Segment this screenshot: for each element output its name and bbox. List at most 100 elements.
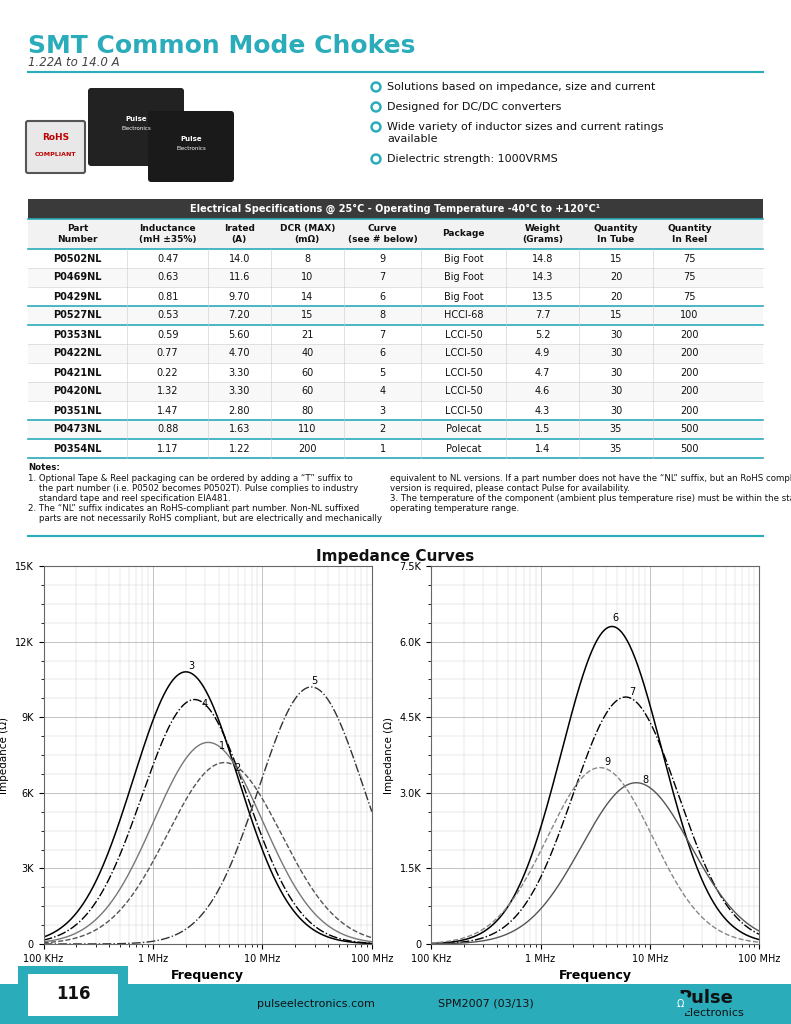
- Text: Dielectric strength: 1000VRMS: Dielectric strength: 1000VRMS: [387, 154, 558, 164]
- Bar: [28, 420, 763, 439]
- Text: 0.53: 0.53: [157, 310, 179, 321]
- Text: Quantity
In Reel: Quantity In Reel: [667, 224, 712, 244]
- Bar: [0, 984, 791, 1024]
- Text: P0422NL: P0422NL: [53, 348, 102, 358]
- Bar: [28, 287, 763, 306]
- Text: Electronics: Electronics: [121, 127, 151, 131]
- Text: 4.7: 4.7: [535, 368, 551, 378]
- Circle shape: [371, 122, 381, 132]
- Text: P0351NL: P0351NL: [53, 406, 102, 416]
- Text: 8: 8: [642, 775, 649, 784]
- Circle shape: [371, 82, 381, 92]
- Text: Electronics: Electronics: [176, 145, 206, 151]
- Text: Electronics: Electronics: [683, 1008, 744, 1018]
- Text: 35: 35: [610, 425, 623, 434]
- Y-axis label: Impedance (Ω): Impedance (Ω): [384, 717, 394, 794]
- Circle shape: [373, 104, 379, 110]
- Text: Pulse: Pulse: [679, 989, 733, 1007]
- Y-axis label: Impedance (Ω): Impedance (Ω): [0, 717, 9, 794]
- Text: 4.9: 4.9: [535, 348, 550, 358]
- Circle shape: [373, 157, 379, 162]
- Text: Pulse: Pulse: [180, 136, 202, 142]
- Text: 30: 30: [610, 330, 623, 340]
- Text: operating temperature range.: operating temperature range.: [390, 504, 519, 513]
- Text: 6: 6: [612, 613, 618, 624]
- Text: 3.30: 3.30: [229, 368, 250, 378]
- Text: 2: 2: [380, 425, 386, 434]
- Text: 75: 75: [683, 272, 696, 283]
- Text: the part number (i.e. P0502 becomes P0502T). Pulse complies to industry: the part number (i.e. P0502 becomes P050…: [28, 484, 358, 493]
- Text: 9: 9: [604, 757, 610, 767]
- Text: 13.5: 13.5: [532, 292, 553, 301]
- FancyBboxPatch shape: [26, 121, 85, 173]
- Text: Big Foot: Big Foot: [444, 272, 483, 283]
- Text: 4: 4: [380, 386, 386, 396]
- Text: Ω: Ω: [676, 999, 683, 1009]
- Text: 0.59: 0.59: [157, 330, 179, 340]
- Text: 5: 5: [312, 677, 317, 686]
- Text: LCCI-50: LCCI-50: [445, 386, 483, 396]
- Bar: [28, 382, 763, 401]
- Text: 1.4: 1.4: [535, 443, 550, 454]
- Circle shape: [373, 125, 379, 129]
- Text: 20: 20: [610, 272, 623, 283]
- Text: 3: 3: [380, 406, 386, 416]
- Text: 7: 7: [380, 272, 386, 283]
- Text: 500: 500: [680, 425, 698, 434]
- Text: 100: 100: [680, 310, 698, 321]
- Text: 14.3: 14.3: [532, 272, 553, 283]
- Text: Impedance Curves: Impedance Curves: [316, 549, 475, 564]
- Bar: [18, 966, 128, 1024]
- Text: 15: 15: [610, 310, 623, 321]
- Text: pulseelectronics.com: pulseelectronics.com: [256, 999, 374, 1009]
- Text: 0.63: 0.63: [157, 272, 178, 283]
- Text: Big Foot: Big Foot: [444, 254, 483, 263]
- Text: parts are not necessarily RoHS compliant, but are electrically and mechanically: parts are not necessarily RoHS compliant…: [28, 514, 382, 523]
- Text: Solutions based on impedance, size and current: Solutions based on impedance, size and c…: [387, 82, 656, 92]
- Text: 30: 30: [610, 386, 623, 396]
- Text: Electrical Specifications @ 25°C - Operating Temperature -40°C to +120°C¹: Electrical Specifications @ 25°C - Opera…: [191, 204, 600, 214]
- Text: 1.5: 1.5: [535, 425, 551, 434]
- Text: LCCI-50: LCCI-50: [445, 330, 483, 340]
- Text: 8: 8: [305, 254, 310, 263]
- Text: 0.81: 0.81: [157, 292, 178, 301]
- Text: Pulse: Pulse: [125, 116, 147, 122]
- Text: 7.20: 7.20: [229, 310, 250, 321]
- Text: 14: 14: [301, 292, 313, 301]
- Text: 110: 110: [298, 425, 316, 434]
- Text: SPM2007 (03/13): SPM2007 (03/13): [437, 999, 533, 1009]
- Text: 30: 30: [610, 348, 623, 358]
- Text: Curve
(see # below): Curve (see # below): [348, 224, 418, 244]
- Text: Irated
(A): Irated (A): [224, 224, 255, 244]
- Text: DCR (MAX)
(mΩ): DCR (MAX) (mΩ): [279, 224, 335, 244]
- Text: 4.6: 4.6: [535, 386, 550, 396]
- Bar: [28, 306, 763, 325]
- Text: Package: Package: [442, 229, 485, 239]
- Text: 0.77: 0.77: [157, 348, 179, 358]
- Text: 0.88: 0.88: [157, 425, 178, 434]
- Bar: [28, 974, 118, 1016]
- Text: Polecat: Polecat: [446, 443, 481, 454]
- Text: Polecat: Polecat: [446, 425, 481, 434]
- Text: version is required, please contact Pulse for availability.: version is required, please contact Puls…: [390, 484, 630, 493]
- Text: RoHS: RoHS: [42, 133, 69, 142]
- Text: 6: 6: [380, 348, 386, 358]
- Circle shape: [371, 102, 381, 112]
- Text: 200: 200: [680, 368, 698, 378]
- Text: 8: 8: [380, 310, 386, 321]
- Bar: [28, 344, 763, 362]
- Text: 21: 21: [301, 330, 313, 340]
- Text: 20: 20: [610, 292, 623, 301]
- Text: 500: 500: [680, 443, 698, 454]
- Text: 7: 7: [630, 686, 636, 696]
- Text: P0469NL: P0469NL: [53, 272, 102, 283]
- Text: equivalent to NL versions. If a part number does not have the “NL” suffix, but a: equivalent to NL versions. If a part num…: [390, 474, 791, 483]
- Text: Inductance
(mH ±35%): Inductance (mH ±35%): [139, 224, 196, 244]
- Bar: [28, 362, 763, 382]
- Text: 80: 80: [301, 406, 313, 416]
- Text: 1: 1: [219, 740, 225, 751]
- Text: 14.8: 14.8: [532, 254, 553, 263]
- Text: Quantity
In Tube: Quantity In Tube: [594, 224, 638, 244]
- Text: 3. The temperature of the component (ambient plus temperature rise) must be with: 3. The temperature of the component (amb…: [390, 494, 791, 503]
- Text: P0473NL: P0473NL: [53, 425, 102, 434]
